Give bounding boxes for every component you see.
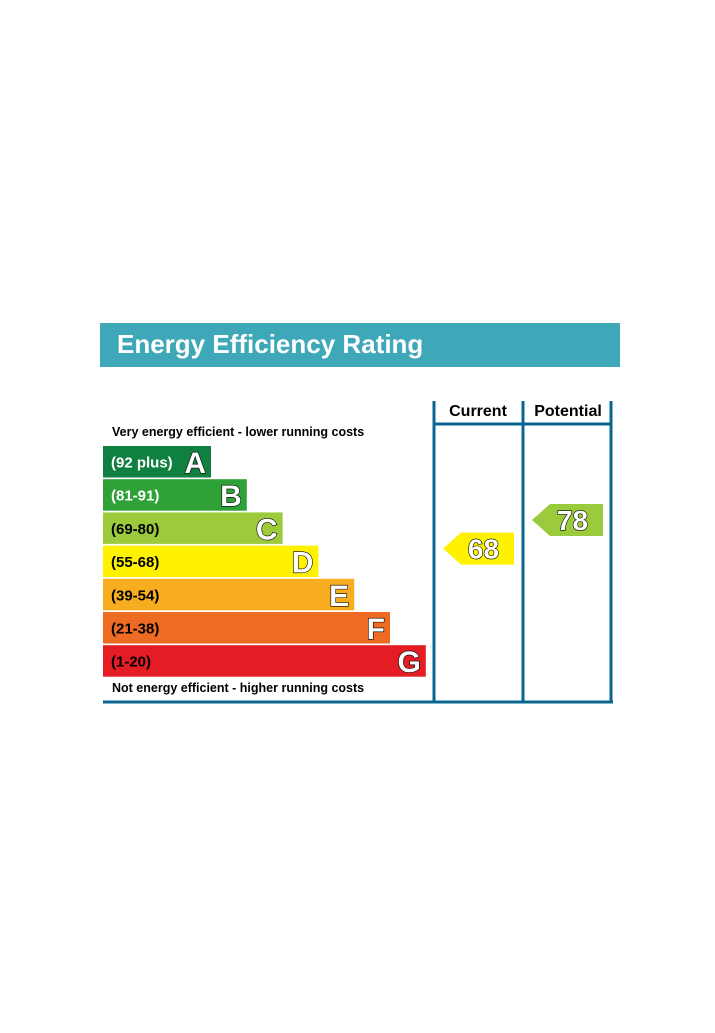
band-g-bar — [103, 645, 426, 677]
band-b-letter: B — [220, 480, 242, 513]
band-g-letter: G — [397, 646, 420, 679]
band-e-bar — [103, 578, 355, 611]
current-rating-value: 68 — [468, 534, 499, 565]
top-caption: Very energy efficient - lower running co… — [112, 425, 364, 439]
band-f-range: (21-38) — [111, 621, 159, 638]
band-c-letter: C — [256, 513, 278, 546]
rating-frame — [103, 401, 613, 704]
band-d-range: (55-68) — [111, 554, 159, 571]
band-c-bar — [103, 512, 283, 544]
band-d-bar — [103, 545, 319, 578]
band-b-range: (81-91) — [111, 488, 159, 505]
band-b-bar — [103, 479, 247, 511]
column-header-current: Current — [449, 403, 507, 420]
potential-rating-arrow — [532, 504, 603, 537]
band-d-letter: D — [292, 547, 314, 580]
band-a-range: (92 plus) — [111, 455, 173, 472]
column-header-potential: Potential — [534, 403, 602, 420]
band-e-range: (39-54) — [111, 587, 159, 604]
bottom-caption: Not energy efficient - higher running co… — [112, 681, 364, 695]
current-rating-arrow — [443, 532, 514, 565]
rating-arrows: 68 78 — [443, 504, 603, 565]
potential-rating-value: 78 — [557, 505, 588, 536]
rating-bands: (92 plus) A (81-91) B (69-80) C (55-68) D (39-54… — [103, 446, 426, 680]
band-f-letter: F — [367, 613, 385, 646]
band-e-letter: E — [329, 580, 349, 613]
chart-title: Energy Efficiency Rating — [117, 329, 423, 359]
title-bar — [100, 323, 620, 367]
band-a-letter: A — [184, 447, 206, 480]
band-c-range: (69-80) — [111, 521, 159, 538]
band-a-bar — [103, 446, 211, 478]
band-f-bar — [103, 612, 390, 644]
band-g-range: (1-20) — [111, 654, 151, 671]
